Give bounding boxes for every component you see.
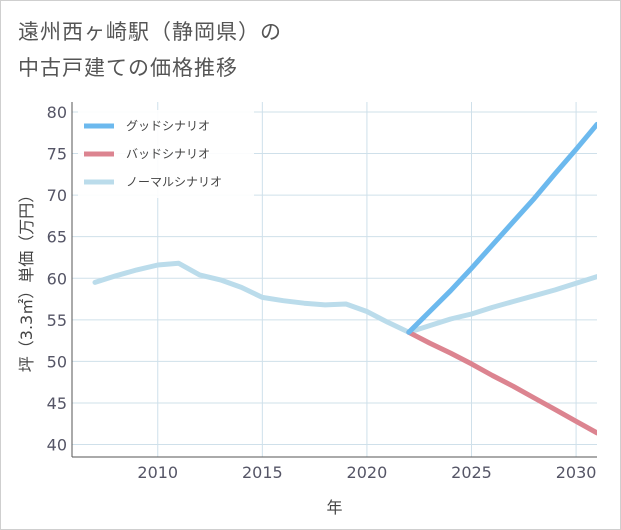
legend-label-bad: バッドシナリオ (126, 147, 210, 161)
y-tick-label: 80 (47, 103, 67, 122)
legend-label-normal: ノーマルシナリオ (126, 175, 222, 189)
y-tick-label: 60 (47, 269, 67, 288)
y-tick-label: 55 (47, 311, 67, 330)
grid (72, 102, 597, 457)
x-tick-label: 2010 (137, 463, 178, 482)
series-line-bad (406, 329, 597, 436)
x-tick-label: 2030 (556, 463, 597, 482)
legend-label-good: グッドシナリオ (126, 119, 210, 133)
axes (71, 102, 597, 458)
x-axis-label: 年 (326, 498, 342, 517)
y-axis-label: 坪（3.3㎡）単価（万円） (17, 187, 36, 372)
y-tick-label: 70 (47, 186, 67, 205)
tick-labels: 40 45 50 55 60 65 70 75 80 2010 2015 2020 2025 2030 (47, 103, 597, 482)
y-tick-label: 40 (47, 436, 67, 455)
y-tick-label: 50 (47, 352, 67, 371)
series-line-good (406, 121, 597, 335)
y-tick-label: 45 (47, 394, 67, 413)
series-lines (92, 121, 597, 436)
x-tick-label: 2025 (451, 463, 492, 482)
chart-title-line-1: 遠州西ヶ崎駅（静岡県）の (18, 20, 282, 44)
chart-title-line-2: 中古戸建ての価格推移 (18, 56, 238, 80)
chart-title: 遠州西ヶ崎駅（静岡県）の 中古戸建ての価格推移 (18, 14, 282, 86)
x-tick-label: 2015 (242, 463, 283, 482)
series-line-normal (92, 260, 597, 335)
y-tick-label: 75 (47, 145, 67, 164)
x-tick-label: 2020 (347, 463, 388, 482)
y-tick-label: 65 (47, 228, 67, 247)
